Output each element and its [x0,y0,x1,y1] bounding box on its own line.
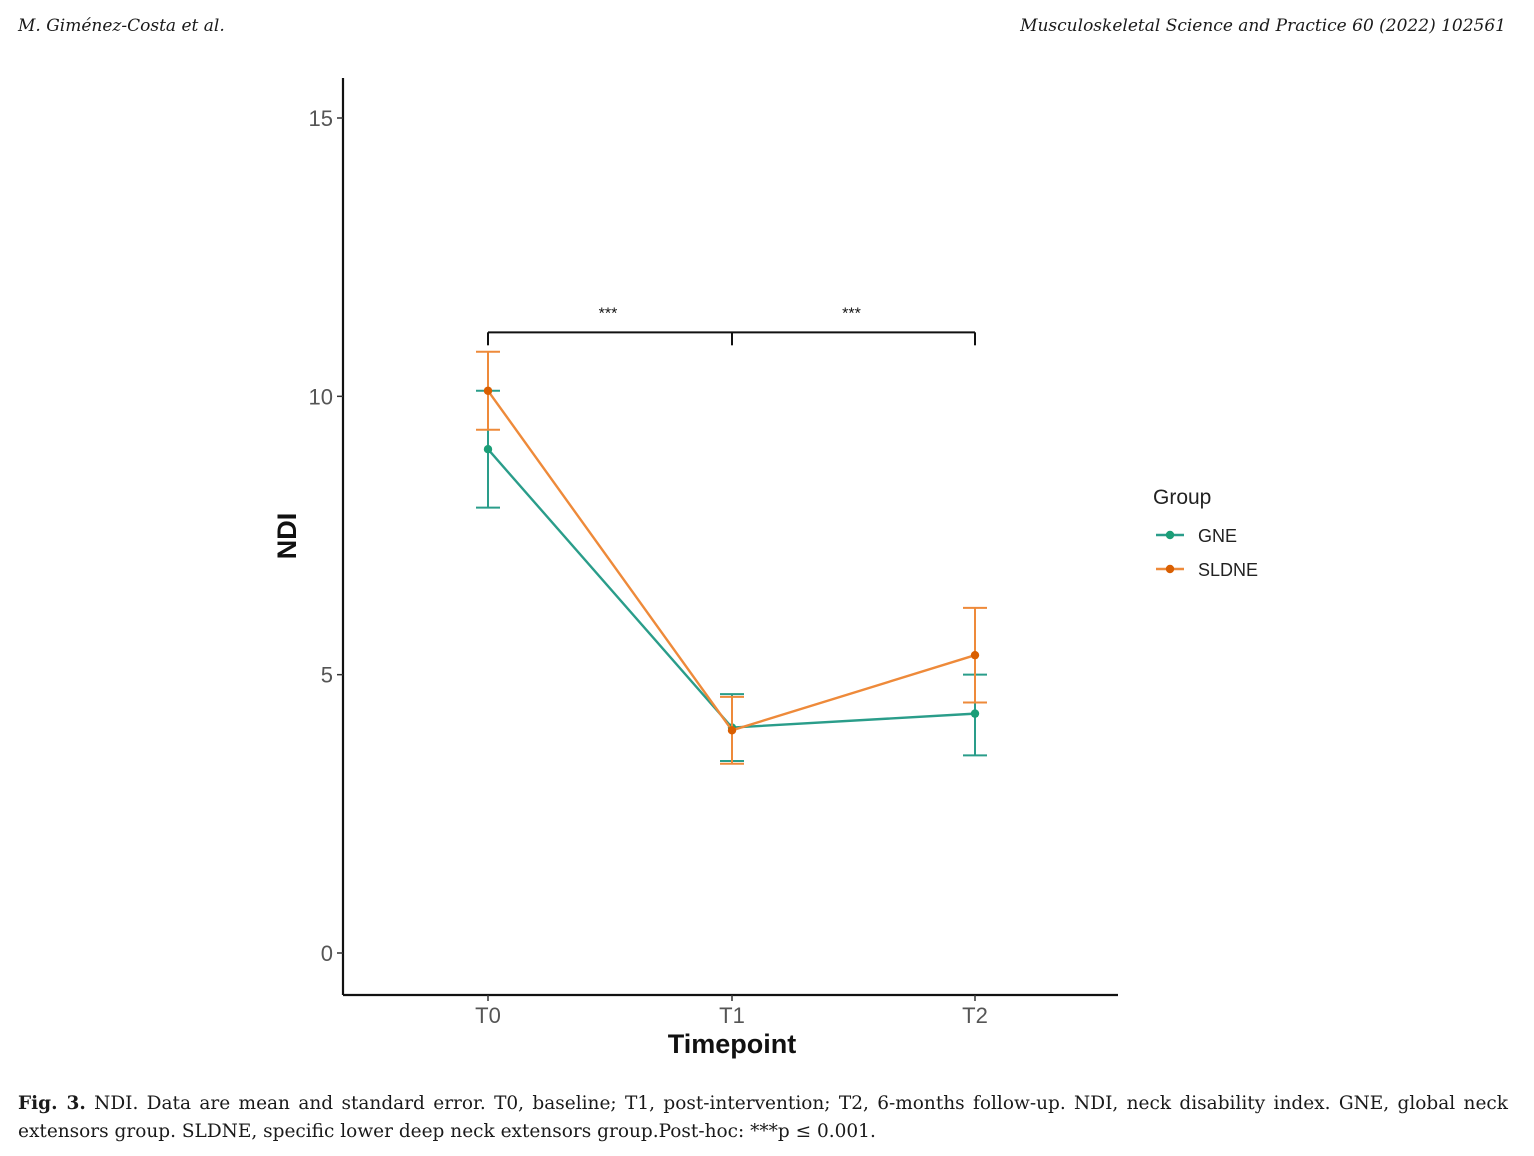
figure-caption: Fig. 3. NDI. Data are mean and standard … [18,1090,1508,1146]
series-layer [476,350,987,765]
point-sldne-T2 [970,650,980,660]
series-line-sldne [487,390,976,732]
y-tick-label-5: 5 [321,663,333,688]
ndi-line-chart: 0 5 10 15 T0 T1 T2 *** *** Group GNE SLDNE Timepo… [272,78,1258,1059]
legend: Group GNE SLDNE [1153,486,1258,580]
point-gne-T2 [970,709,980,718]
y-tick-label-0: 0 [321,941,333,966]
x-tick-label-T1: T1 [719,1003,745,1028]
y-axis-title: NDI [272,513,302,560]
point-sldne-T0 [483,386,493,395]
legend-swatch-point-gne [1165,530,1175,540]
figure-caption-text: NDI. Data are mean and standard error. T… [18,1093,1508,1142]
y-tick-label-10: 10 [309,384,333,409]
legend-title: Group [1153,486,1211,509]
running-header-journal: Musculoskeletal Science and Practice 60 … [1020,16,1506,36]
x-axis-title: Timepoint [668,1029,797,1059]
significance-label-T1-T2: *** [842,305,861,322]
point-sldne-T1 [727,726,737,735]
axis-ticks: 0 5 10 15 T0 T1 T2 [309,106,988,1028]
significance-label-T0-T1: *** [599,305,618,322]
running-header-authors: M. Giménez-Costa et al. [18,16,225,36]
legend-item-gne: GNE [1156,526,1237,546]
figure-label: Fig. 3. [18,1093,86,1114]
significance-bracket: *** *** [487,305,976,346]
x-tick-label-T2: T2 [962,1003,988,1028]
y-tick-label-15: 15 [309,106,333,131]
point-gne-T0 [483,445,493,454]
x-tick-label-T0: T0 [475,1003,501,1028]
legend-item-sldne: SLDNE [1156,560,1258,580]
series-sldne [476,350,987,765]
legend-label-gne: GNE [1198,526,1237,546]
axes [341,78,1118,997]
legend-swatch-point-sldne [1165,564,1175,574]
legend-label-sldne: SLDNE [1198,560,1258,580]
